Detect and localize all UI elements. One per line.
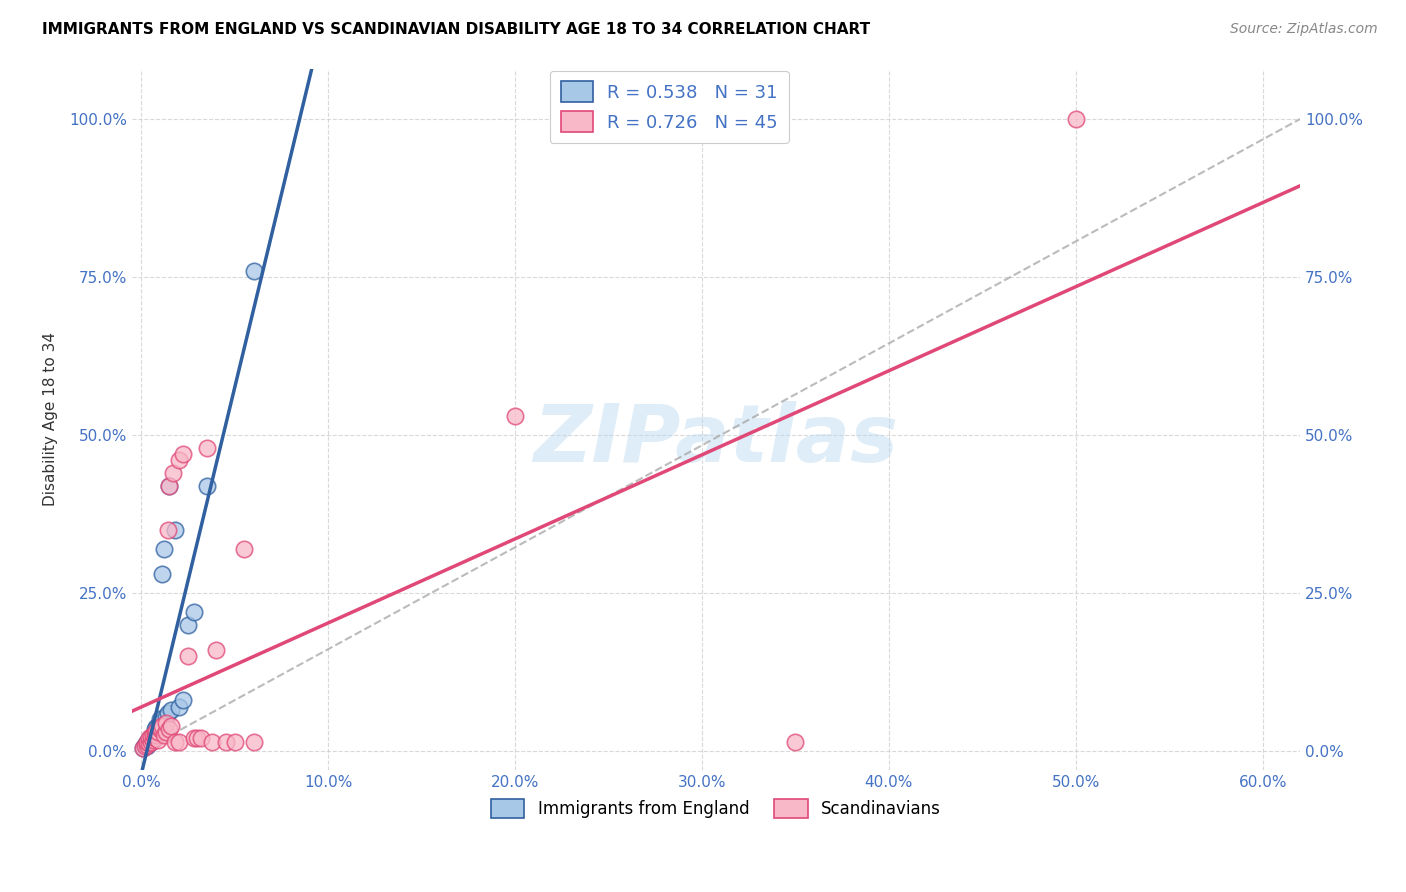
Point [145, 723, 167, 738]
Point [172, 693, 194, 707]
Point [150, 567, 173, 582]
Point [242, 264, 264, 278]
Point [156, 706, 179, 720]
Point [145, 725, 167, 739]
Text: IMMIGRANTS FROM ENGLAND VS SCANDINAVIAN DISABILITY AGE 18 TO 34 CORRELATION CHAR: IMMIGRANTS FROM ENGLAND VS SCANDINAVIAN … [42, 22, 870, 37]
Point [160, 703, 183, 717]
Point [205, 643, 228, 657]
Point [177, 649, 200, 664]
Point [155, 725, 177, 739]
Point [155, 709, 177, 723]
Point [167, 734, 190, 748]
Point [136, 739, 159, 753]
Point [148, 723, 170, 738]
Point [159, 478, 181, 492]
Point [142, 732, 165, 747]
Point [134, 738, 156, 752]
Point [150, 719, 173, 733]
Point [155, 715, 177, 730]
Point [214, 734, 236, 748]
Point [138, 732, 160, 747]
Point [142, 731, 165, 746]
Point [153, 541, 176, 556]
Legend: Immigrants from England, Scandinavians: Immigrants from England, Scandinavians [485, 792, 948, 825]
Point [145, 728, 167, 742]
Point [139, 734, 162, 748]
Point [195, 478, 218, 492]
Point [149, 722, 172, 736]
Point [153, 728, 176, 742]
Text: Source: ZipAtlas.com: Source: ZipAtlas.com [1230, 22, 1378, 37]
Point [159, 478, 181, 492]
Point [503, 409, 526, 423]
Point [224, 734, 246, 748]
Point [186, 731, 208, 746]
Point [1064, 112, 1087, 126]
Point [142, 728, 165, 742]
Point [139, 734, 162, 748]
Point [143, 722, 166, 736]
Point [143, 726, 166, 740]
Point [177, 617, 200, 632]
Point [167, 453, 190, 467]
Point [132, 740, 155, 755]
Point [159, 722, 181, 736]
Point [139, 730, 162, 744]
Point [136, 734, 159, 748]
Point [148, 725, 170, 739]
Point [190, 731, 212, 746]
Point [139, 730, 162, 744]
Point [148, 732, 170, 747]
Point [172, 447, 194, 461]
Point [138, 731, 160, 746]
Point [156, 523, 179, 537]
Point [145, 720, 167, 734]
Point [134, 739, 156, 753]
Point [148, 719, 170, 733]
Point [785, 734, 807, 748]
Point [132, 740, 155, 755]
Point [165, 523, 187, 537]
Point [162, 466, 184, 480]
Point [136, 734, 159, 748]
Point [143, 731, 166, 746]
Point [183, 605, 205, 619]
Point [183, 731, 205, 746]
Point [165, 734, 187, 748]
Point [167, 699, 190, 714]
Point [201, 734, 224, 748]
Point [195, 441, 218, 455]
Point [149, 720, 172, 734]
Y-axis label: Disability Age 18 to 34: Disability Age 18 to 34 [44, 332, 58, 507]
Point [138, 736, 160, 750]
Point [149, 715, 172, 730]
Point [138, 736, 160, 750]
Point [136, 738, 159, 752]
Point [160, 719, 183, 733]
Point [149, 713, 172, 727]
Text: ZIPatlas: ZIPatlas [533, 401, 898, 479]
Point [142, 728, 165, 742]
Point [233, 541, 256, 556]
Point [143, 726, 166, 740]
Point [242, 734, 264, 748]
